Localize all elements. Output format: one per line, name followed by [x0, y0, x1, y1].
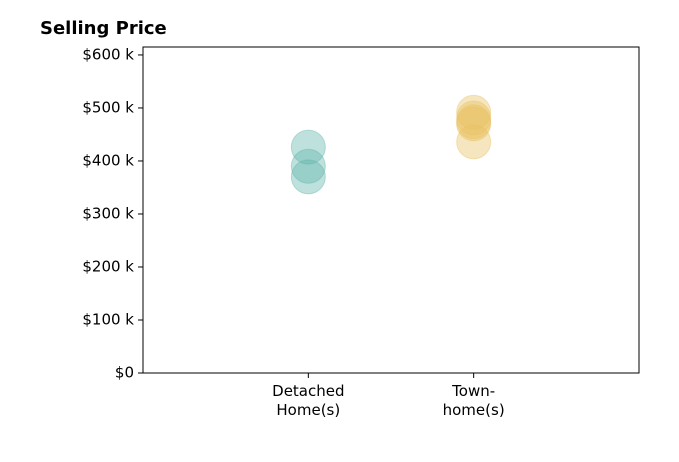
point	[456, 100, 492, 136]
point	[456, 104, 492, 140]
point	[290, 159, 326, 195]
y-tick-label: $500 k	[82, 98, 134, 116]
point	[456, 94, 492, 130]
point	[290, 148, 326, 184]
y-tick-label: $300 k	[82, 204, 134, 222]
y-tick-label: $200 k	[82, 257, 134, 275]
x-tick-label: Town- home(s)	[442, 382, 505, 419]
y-tick-label: $400 k	[82, 151, 134, 169]
y-tick-label: $600 k	[82, 45, 134, 63]
point	[290, 129, 326, 165]
y-tick-label: $0	[115, 364, 134, 382]
point	[456, 124, 492, 160]
plot-frame	[142, 46, 640, 374]
chart-title: Selling Price	[40, 18, 167, 39]
x-tick-label: Detached Home(s)	[272, 382, 345, 419]
y-tick-label: $100 k	[82, 310, 134, 328]
point	[456, 106, 492, 142]
